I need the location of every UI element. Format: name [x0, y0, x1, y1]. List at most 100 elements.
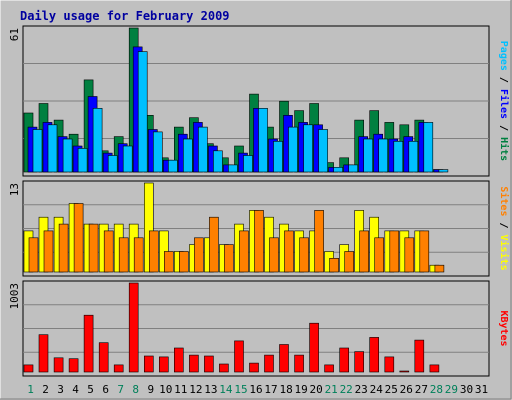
- x-tick-label-day-5: 5: [87, 383, 94, 396]
- bar-pages-day-16: [258, 108, 268, 173]
- x-tick-label-day-26: 26: [400, 383, 413, 396]
- x-tick-label-day-24: 24: [370, 383, 384, 396]
- x-tick-label-day-16: 16: [249, 383, 262, 396]
- x-tick-label-day-18: 18: [279, 383, 292, 396]
- bar-sites-day-11: [179, 251, 189, 273]
- panel-visits: 13 Sites / Visits: [8, 180, 510, 277]
- legend-entry: Sites: [498, 186, 510, 216]
- bar-pages-day-9: [153, 131, 163, 173]
- bar-kbytes-day-28: [429, 364, 440, 373]
- bar-kbytes-day-10: [159, 356, 169, 373]
- bar-pages-day-18: [288, 126, 298, 173]
- bar-kbytes-day-13: [204, 355, 214, 373]
- bar-pages-day-6: [107, 155, 118, 173]
- y-max-label-kbytes: 1003: [8, 283, 21, 310]
- x-tick-label-day-17: 17: [264, 383, 277, 396]
- bar-sites-day-6: [103, 230, 114, 273]
- bar-pages-day-25: [393, 141, 404, 173]
- bar-sites-day-16: [254, 210, 264, 273]
- bar-pages-day-13: [213, 150, 223, 173]
- bar-kbytes-day-7: [113, 364, 124, 373]
- bar-sites-day-19: [299, 237, 309, 273]
- x-axis-labels: 1 2 3 4 5 6 7 8 9 10 11 12 13 14 15 16 17 18 19 20 21 22 23 24 2…: [27, 383, 488, 396]
- x-tick-label-day-6: 6: [102, 383, 109, 396]
- bar-sites-day-14: [224, 244, 234, 273]
- x-tick-label-day-3: 3: [57, 383, 64, 396]
- x-tick-label-day-8: 8: [132, 383, 139, 396]
- x-tick-label-day-7: 7: [117, 383, 124, 396]
- bar-sites-day-23: [359, 230, 370, 273]
- bar-kbytes-day-26: [399, 370, 410, 373]
- bar-kbytes-day-19: [294, 354, 304, 373]
- bar-sites-day-5: [88, 223, 99, 273]
- x-tick-label-day-10: 10: [159, 383, 172, 396]
- legend-entry: /: [498, 119, 509, 137]
- bar-sites-day-7: [118, 237, 129, 273]
- bar-sites-day-22: [344, 251, 355, 273]
- legend-entry: /: [498, 216, 509, 234]
- bar-sites-day-13: [209, 216, 219, 273]
- bar-kbytes-day-24: [369, 337, 380, 373]
- bar-sites-day-3: [58, 223, 69, 273]
- x-tick-label-day-1: 1: [27, 383, 34, 396]
- x-tick-label-day-19: 19: [294, 383, 307, 396]
- bar-kbytes-day-8: [128, 282, 139, 373]
- bar-kbytes-day-17: [264, 354, 274, 373]
- bar-kbytes-day-3: [53, 357, 64, 373]
- bar-sites-day-27: [419, 230, 430, 273]
- bar-sites-day-17: [269, 237, 279, 273]
- bar-sites-day-24: [374, 237, 385, 273]
- legend-kbytes: KBytes: [498, 310, 509, 346]
- legend-entry: KBytes: [498, 310, 509, 346]
- chart-title: Daily usage for February 2009: [20, 9, 230, 23]
- x-tick-label-day-14: 14: [219, 383, 233, 396]
- bar-kbytes-day-11: [174, 347, 184, 373]
- x-tick-label-day-20: 20: [309, 383, 322, 396]
- bar-sites-day-4: [73, 203, 84, 273]
- x-tick-label-day-25: 25: [385, 383, 398, 396]
- chart-panels: 61 Pages / Files / Hits 13 Sites / Visits 10…: [8, 25, 510, 377]
- bar-kbytes-day-9: [144, 355, 154, 373]
- bar-sites-day-20: [314, 210, 324, 273]
- bar-kbytes-day-16: [249, 362, 259, 373]
- bar-pages-day-19: [303, 124, 313, 173]
- bar-kbytes-day-21: [324, 364, 334, 373]
- x-tick-label-day-30: 30: [460, 383, 473, 396]
- x-tick-label-day-13: 13: [204, 383, 217, 396]
- bar-pages-day-21: [333, 167, 343, 173]
- panel-hits: 61 Pages / Files / Hits: [8, 25, 510, 177]
- bar-pages-day-20: [318, 129, 328, 173]
- bar-pages-day-14: [228, 164, 238, 173]
- bar-pages-day-5: [92, 108, 103, 173]
- y-max-label-visits: 13: [8, 183, 21, 196]
- bar-kbytes-day-1: [23, 364, 34, 373]
- bar-pages-day-1: [32, 129, 43, 173]
- bar-kbytes-day-12: [189, 354, 199, 373]
- bar-sites-day-1: [28, 237, 39, 273]
- bar-pages-day-3: [62, 138, 73, 173]
- bar-pages-day-23: [363, 138, 374, 173]
- x-tick-label-day-15: 15: [234, 383, 247, 396]
- bar-pages-day-17: [273, 141, 283, 173]
- bar-kbytes-day-2: [38, 334, 49, 373]
- bar-pages-day-11: [183, 138, 193, 173]
- bar-pages-day-2: [47, 124, 58, 173]
- legend-hits: Pages / Files / Hits: [498, 41, 510, 161]
- x-tick-label-day-28: 28: [430, 383, 443, 396]
- x-tick-label-day-31: 31: [475, 383, 488, 396]
- bar-pages-day-28: [438, 169, 449, 173]
- x-tick-label-day-22: 22: [340, 383, 353, 396]
- bar-sites-day-15: [239, 230, 249, 273]
- bar-pages-day-12: [198, 126, 208, 173]
- x-tick-label-day-9: 9: [147, 383, 154, 396]
- bar-sites-day-26: [404, 237, 415, 273]
- y-max-label-hits: 61: [8, 28, 21, 41]
- bar-sites-day-28: [434, 264, 445, 273]
- bar-pages-day-27: [423, 122, 434, 173]
- bar-kbytes-day-6: [98, 342, 109, 373]
- bar-sites-day-10: [164, 251, 174, 273]
- bar-kbytes-day-23: [354, 351, 365, 373]
- legend-entry: /: [498, 71, 509, 89]
- legend-entry: Visits: [498, 235, 510, 271]
